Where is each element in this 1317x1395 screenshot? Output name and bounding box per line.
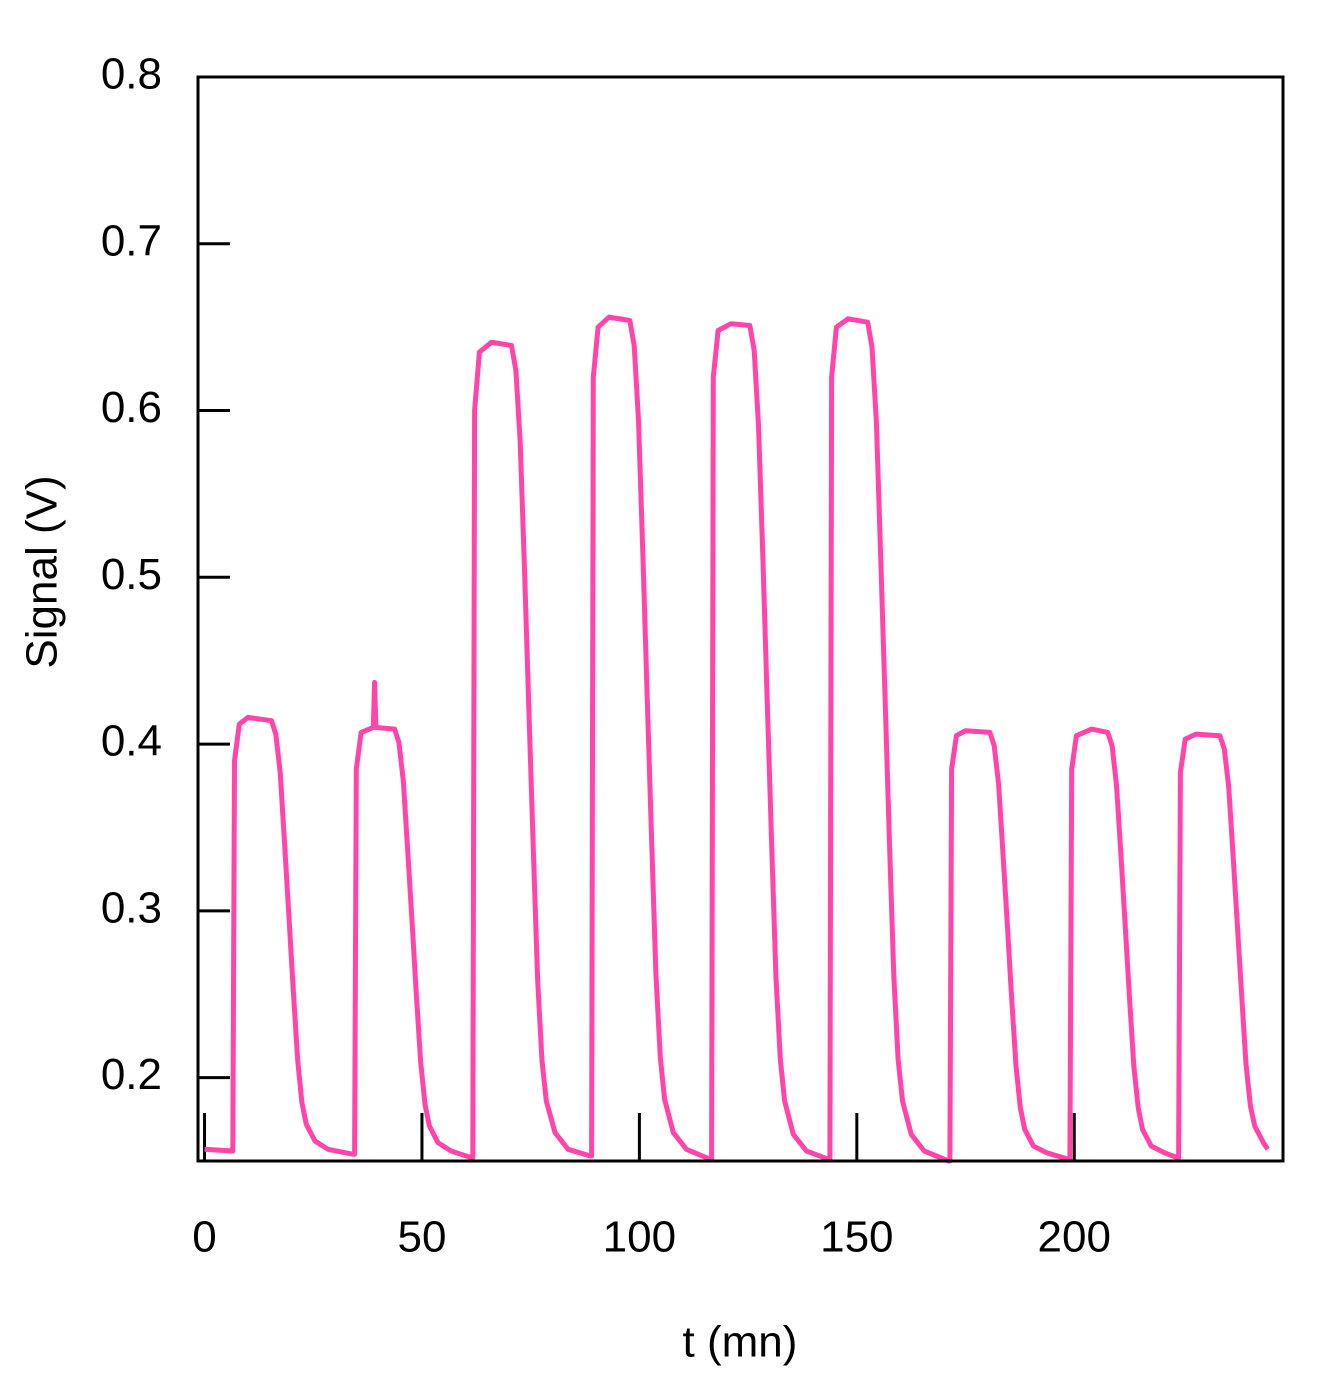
data-line: [204, 314, 1270, 1164]
x-axis-label: t (mn): [683, 1318, 798, 1367]
y-tick-label: 0.6: [101, 383, 162, 432]
x-tick-label: 100: [603, 1213, 676, 1262]
x-tick-label: 50: [397, 1213, 446, 1262]
y-tick-label: 0.4: [101, 717, 162, 766]
y-tick-label: 0.5: [101, 550, 162, 599]
x-tick-label: 150: [820, 1213, 893, 1262]
y-tick-label: 0.2: [101, 1050, 162, 1099]
y-tick-label: 0.7: [101, 216, 162, 265]
y-tick-label: 0.8: [101, 50, 162, 99]
plot-frame: [196, 75, 1285, 1163]
y-axis-label: Signal (V): [18, 475, 67, 668]
y-tick-label: 0.3: [101, 883, 162, 932]
x-tick-label: 0: [192, 1213, 216, 1262]
x-tick-label: 200: [1038, 1213, 1111, 1262]
